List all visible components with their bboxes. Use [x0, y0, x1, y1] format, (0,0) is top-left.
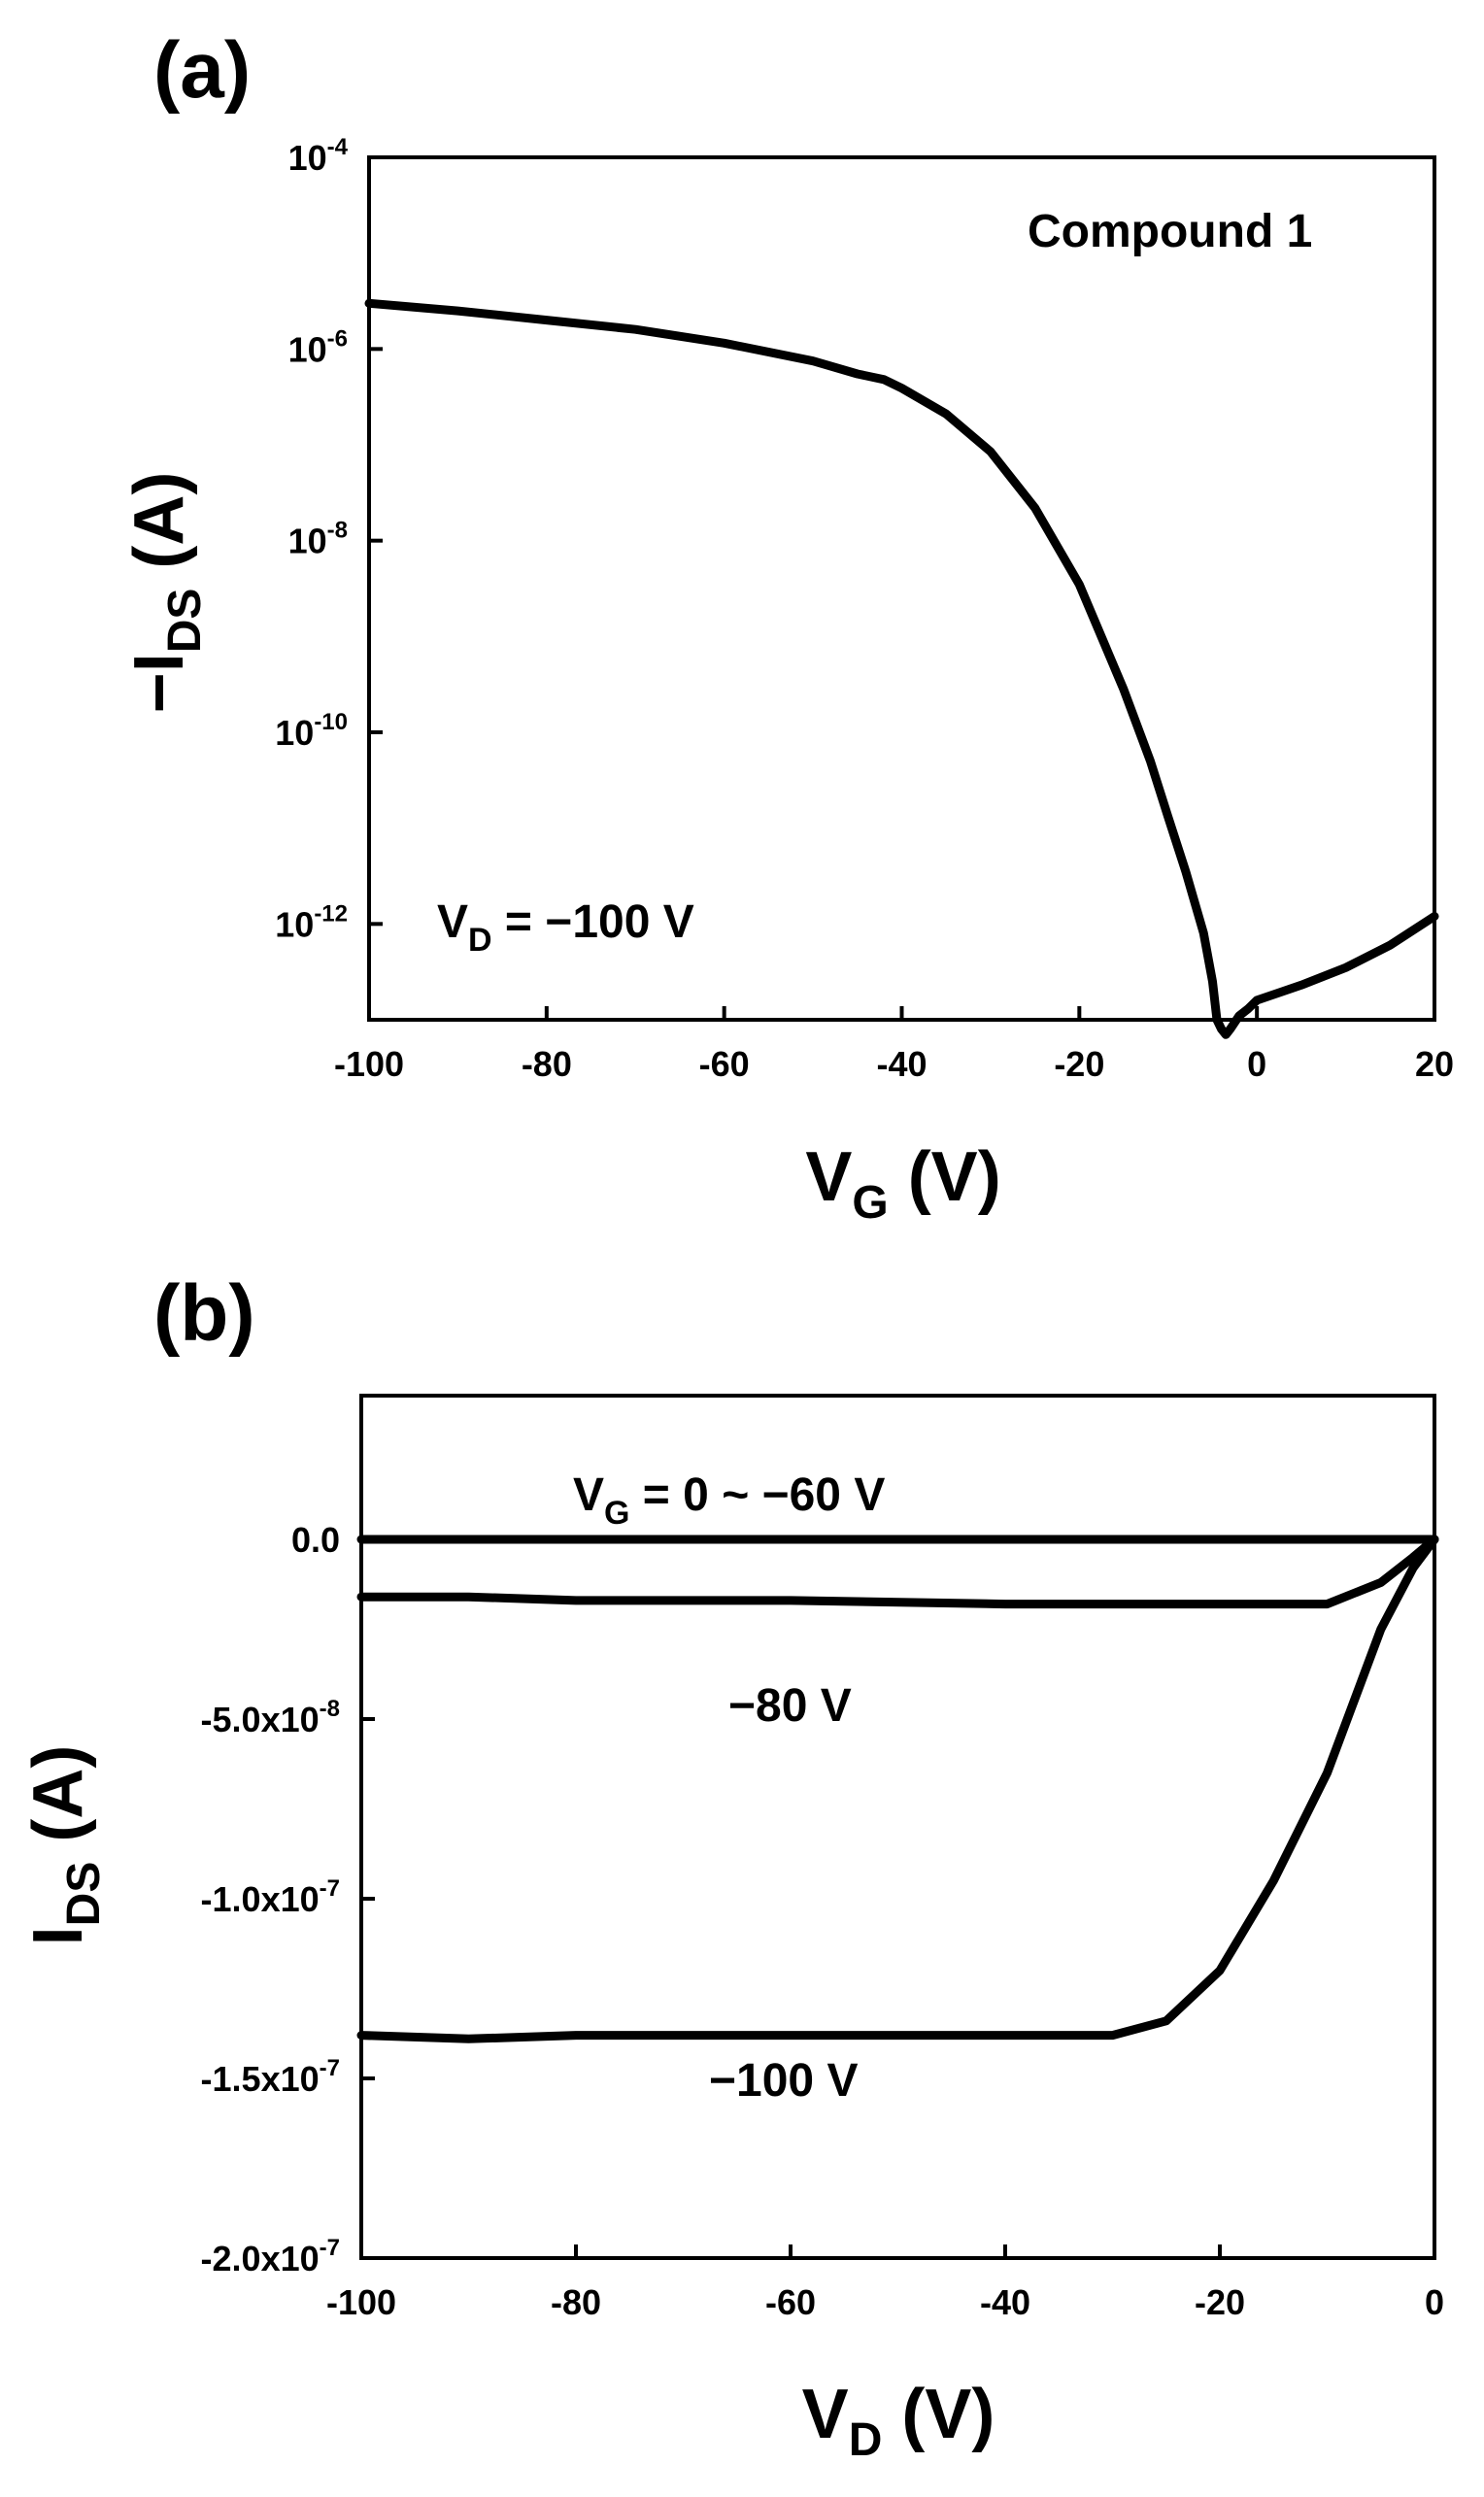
panel-b-y-ticks: 0.0 -5.0x10-8 -1.0x10-7 -1.5x10-7 -2.0x10-7 [201, 1520, 375, 2278]
x-tick-label: 0 [1247, 1044, 1266, 1084]
x-tick-label: -80 [522, 1044, 572, 1084]
panel-a-label: (a) [153, 26, 251, 115]
panel-a-y-axis-title: −IDS (A) [120, 472, 211, 714]
panel-b-x-ticks: -100 -80 -60 -40 -20 0 [326, 2244, 1444, 2322]
x-tick-label: 20 [1415, 1044, 1454, 1084]
panel-b-output-curves: (b) -100 -80 -60 -40 -20 0 0.0 -5.0x10-8 -1.0x1… [19, 1269, 1444, 2466]
panel-a-title: Compound 1 [1028, 206, 1312, 257]
panel-a-x-axis-title: VG (V) [805, 1138, 1000, 1229]
panel-b-label: (b) [153, 1269, 255, 1358]
panel-b-annotation-80v: −80 V [728, 1680, 852, 1732]
panel-a-transfer-curve: (a) -100 -80 -60 -40 -20 0 20 10-4 10-6 10-8 10-1… [120, 26, 1454, 1229]
x-tick-label: -20 [1054, 1044, 1104, 1084]
series-line-1 [364, 298, 1439, 1039]
panel-b-plot-frame [359, 1394, 1436, 2260]
y-tick-label: -5.0x10-8 [201, 1696, 340, 1739]
x-tick-label: -40 [980, 2282, 1030, 2322]
x-tick-label: -100 [326, 2282, 396, 2322]
x-tick-label: -60 [765, 2282, 816, 2322]
y-tick-label: 10-4 [288, 134, 349, 178]
x-tick-label: -80 [551, 2282, 601, 2322]
panel-b-annotation-100v: −100 V [709, 2055, 858, 2107]
x-tick-label: -40 [876, 1044, 927, 1084]
panel-a-y-ticks: 10-4 10-6 10-8 10-10 10-12 [275, 134, 383, 944]
series-line-3 [356, 1535, 1439, 2043]
y-tick-label: 10-12 [275, 900, 348, 944]
x-tick-label: -20 [1195, 2282, 1245, 2322]
y-tick-label: -2.0x10-7 [201, 2235, 340, 2278]
y-tick-label: 0.0 [291, 1520, 340, 1560]
panel-b-y-axis-title: IDS (A) [19, 1745, 110, 1946]
y-tick-label: 10-6 [288, 325, 348, 369]
panel-a-annotation-vd: VD = −100 V [437, 896, 694, 959]
y-tick-label: -1.0x10-7 [201, 1875, 340, 1919]
panel-a-x-ticks: -100 -80 -60 -40 -20 0 20 [334, 1006, 1454, 1084]
panel-a-series-group [364, 298, 1439, 1039]
y-tick-label: 10-8 [288, 518, 348, 561]
y-tick-label: 10-10 [275, 709, 348, 753]
x-tick-label: -60 [699, 1044, 750, 1084]
panel-a-plot-frame [367, 155, 1436, 1022]
x-tick-label: 0 [1425, 2282, 1444, 2322]
y-tick-label: -1.5x10-7 [201, 2055, 340, 2099]
series-line-2 [356, 1535, 1439, 1609]
x-tick-label: -100 [334, 1044, 404, 1084]
panel-b-annotation-vg-range: VG = 0 ~ −60 V [573, 1469, 885, 1532]
panel-b-series-group [356, 1535, 1439, 2043]
panel-b-x-axis-title: VD (V) [802, 2376, 995, 2466]
